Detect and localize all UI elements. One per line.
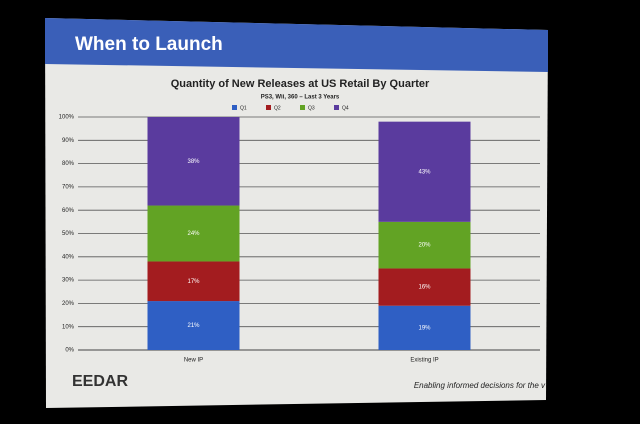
y-tick-label: 10% [62,324,75,330]
value-label: 24% [187,231,200,237]
value-label: 16% [418,285,431,291]
bar-segment [378,221,471,269]
value-label: 38% [187,159,200,165]
y-tick-label: 60% [62,208,75,214]
value-label: 20% [418,243,431,249]
legend-label: Q1 [240,105,247,111]
y-tick-label: 80% [62,161,75,167]
value-label: 19% [418,325,431,331]
bar-segment [378,121,471,222]
bar-segment [378,268,471,306]
y-tick-label: 30% [62,278,75,284]
y-tick-label: 70% [62,184,75,190]
x-tick-label: New IP [184,358,203,364]
value-label: 43% [418,169,431,175]
legend-swatch [300,105,305,110]
value-label: 17% [187,279,200,285]
slide-header [45,18,548,72]
chart-title: Quantity of New Releases at US Retail By… [171,78,430,90]
legend-label: Q3 [308,105,315,111]
legend-swatch [266,105,271,110]
legend-label: Q4 [342,105,349,111]
legend-swatch [232,105,237,110]
value-label: 21% [187,323,200,329]
bar-segment [147,261,240,302]
bar-segment [147,205,240,262]
legend-label: Q2 [274,105,281,111]
bar-segment [147,301,240,350]
y-tick-label: 0% [65,348,74,354]
y-tick-label: 50% [62,231,75,237]
tagline: Enabling informed decisions for the v [414,381,546,390]
y-tick-label: 100% [59,115,75,121]
slide-title: When to Launch [75,34,223,55]
logo: EEDAR [72,373,128,390]
legend-swatch [334,105,339,110]
x-tick-label: Existing IP [410,358,438,364]
y-tick-label: 40% [62,254,75,260]
y-tick-label: 90% [62,138,75,144]
bar-segment [378,305,471,350]
bar-segment [147,117,240,206]
chart-subtitle: PS3, Wii, 360 – Last 3 Years [261,95,340,101]
chart: 0% 10% 20% 30% 40% 50% 60% 70% 80% 90% 100% Q1 Q2 Q3 Q… [59,105,540,364]
y-tick-label: 20% [62,301,75,307]
